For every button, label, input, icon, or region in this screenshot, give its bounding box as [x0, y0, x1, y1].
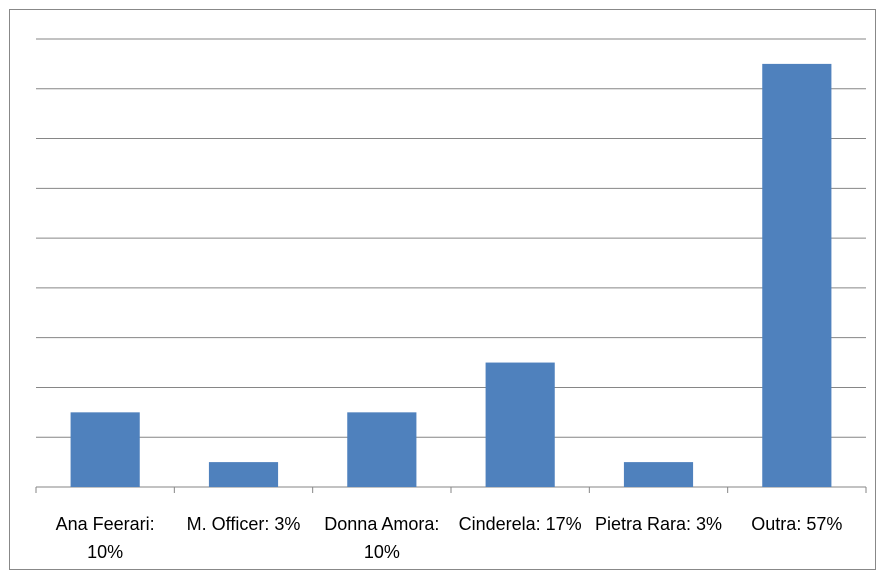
x-tick-label: Pietra Rara: 3%: [594, 514, 723, 534]
bar: [208, 462, 279, 487]
bar: [70, 412, 140, 487]
bar: [762, 63, 832, 488]
x-tick-label: M. Officer: 3%: [186, 514, 301, 534]
x-tick-label: Donna Amora: 10%: [324, 514, 440, 562]
x-tick-label: Cinderela: 17%: [458, 514, 582, 534]
bar: [347, 412, 417, 487]
bar: [485, 362, 555, 487]
x-tick-label: Outra: 57%: [751, 514, 843, 534]
chart-border: [9, 9, 876, 570]
bar: [623, 462, 694, 487]
x-tick-label: Ana Feerari: 10%: [55, 514, 155, 562]
